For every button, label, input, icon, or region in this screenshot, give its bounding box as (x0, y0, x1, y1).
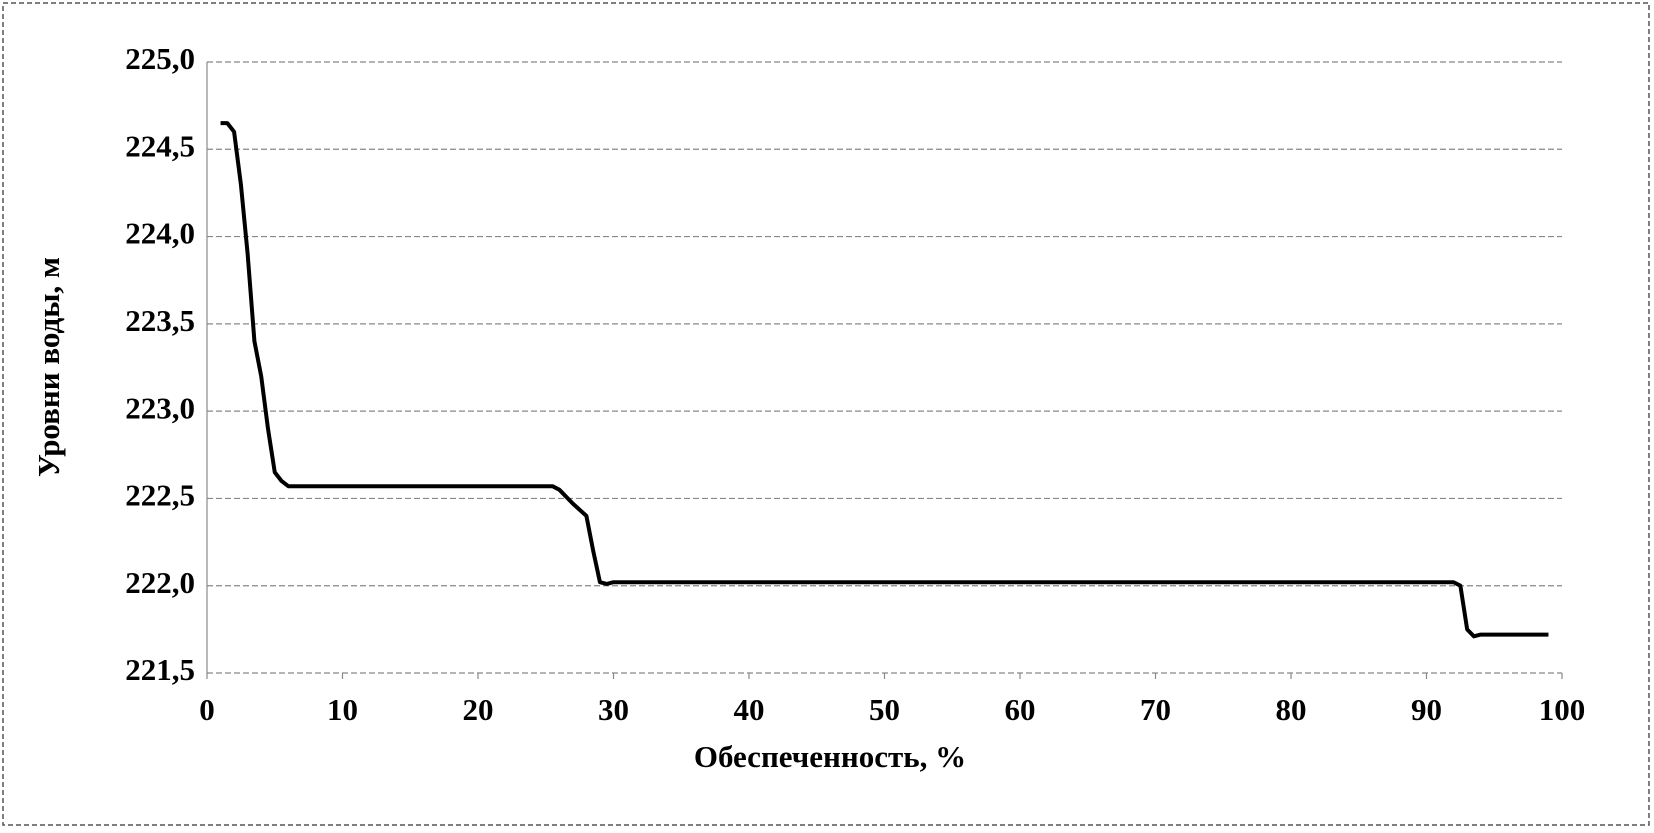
data-line (220, 121, 1549, 639)
x-tick-label: 100 (1539, 692, 1586, 727)
x-tick-label: 90 (1411, 692, 1442, 727)
x-tick-label: 0 (199, 692, 215, 727)
x-tick-label: 60 (1005, 692, 1036, 727)
y-tick-label: 225,0 (125, 41, 195, 76)
y-tick-label: 224,5 (125, 128, 195, 163)
x-tick-label: 50 (869, 692, 900, 727)
x-axis-title: Обеспеченность, % (694, 739, 966, 774)
x-tick-label: 10 (327, 692, 358, 727)
y-tick-label: 222,0 (125, 565, 195, 600)
x-tick-label: 80 (1276, 692, 1307, 727)
x-tick-label: 70 (1140, 692, 1171, 727)
x-tick-label: 30 (598, 692, 629, 727)
x-tick-label: 40 (734, 692, 765, 727)
x-tick-label: 20 (463, 692, 494, 727)
y-tick-label: 223,0 (125, 390, 195, 425)
y-tick-label: 223,5 (125, 303, 195, 338)
y-tick-label: 224,0 (125, 216, 195, 251)
y-axis-title: Уровни воды, м (31, 257, 66, 477)
y-tick-label: 221,5 (125, 652, 195, 687)
y-tick-label: 222,5 (125, 478, 195, 513)
